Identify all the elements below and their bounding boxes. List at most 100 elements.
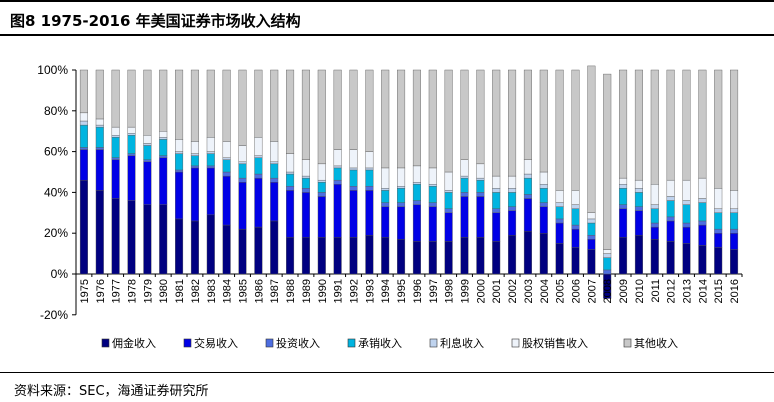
bar-segment [286, 171, 295, 175]
bar-segment [301, 237, 310, 275]
legend-swatch [183, 338, 192, 348]
bar-segment [650, 204, 659, 209]
bar-segment [476, 163, 485, 179]
x-tick-label: 1993 [364, 279, 376, 303]
bar-segment [444, 241, 453, 275]
x-tick-label: 2014 [697, 279, 709, 303]
bar-segment [428, 184, 437, 187]
bar-segment [175, 151, 184, 154]
x-tick-label: 1991 [333, 279, 345, 303]
bar-segment [714, 69, 723, 189]
bar-segment [222, 171, 231, 177]
bar-segment [95, 190, 104, 275]
bar-segment [698, 224, 707, 246]
bar-segment [381, 69, 390, 169]
bar-segment [159, 137, 168, 140]
bar-segment [571, 228, 580, 248]
y-tick-label: 100% [37, 63, 68, 77]
bar-segment [381, 202, 390, 207]
legend-label: 交易收入 [194, 336, 238, 350]
bar-segment [539, 188, 548, 203]
bar-segment [143, 135, 152, 144]
bar-segment [412, 181, 421, 185]
bar-segment [301, 177, 310, 189]
bar-segment [111, 126, 120, 136]
bar-segment [539, 171, 548, 185]
bar-segment [317, 69, 326, 165]
bar-segment [270, 141, 279, 163]
x-tick-label: 1976 [95, 279, 107, 303]
x-tick-label: 1986 [253, 279, 265, 303]
legend-swatch [265, 338, 274, 348]
bar-segment [317, 192, 326, 197]
y-tick-label: 80% [44, 104, 68, 118]
bar-segment [428, 167, 437, 185]
figure-title: 图8 1975-2016 年美国证券市场收入结构 [10, 12, 301, 30]
x-tick-label: 1987 [269, 279, 281, 303]
x-tick-label: 1981 [174, 279, 186, 303]
bar-segment [333, 69, 342, 150]
bar-segment [714, 232, 723, 248]
source-note: 资料来源：SEC，海通证券研究所 [14, 384, 209, 399]
bar-segment [206, 137, 215, 152]
bar-segment [476, 237, 485, 275]
bar-segment [190, 167, 199, 222]
legend-swatch [347, 338, 356, 348]
bar-segment [238, 161, 247, 165]
bar-segment [365, 69, 374, 152]
bar-segment [365, 167, 374, 171]
bar-segment [571, 208, 580, 226]
x-tick-label: 1992 [349, 279, 361, 303]
bar-segment [397, 188, 406, 203]
bar-segment [460, 69, 469, 160]
bar-segment [587, 239, 596, 250]
bar-segment [206, 214, 215, 275]
bar-segment [349, 149, 358, 169]
bar-segment [190, 141, 199, 154]
x-tick-label: 1977 [111, 279, 123, 303]
bar-segment [397, 206, 406, 240]
bar-segment [476, 179, 485, 193]
bar-segment [555, 190, 564, 203]
bar-segment [127, 69, 136, 128]
bar-segment [127, 133, 136, 136]
bar-segment [698, 198, 707, 203]
bar-segment [238, 181, 247, 230]
bar-segment [508, 188, 517, 193]
bar-segment [508, 235, 517, 275]
bar-segment [79, 124, 88, 148]
bar-segment [571, 69, 580, 191]
x-tick-label: 2015 [713, 279, 725, 303]
bar-segment [492, 241, 501, 275]
y-tick-label: 20% [44, 226, 68, 240]
x-tick-label: 1982 [190, 279, 202, 303]
bar-segment [492, 69, 501, 177]
bar-segment [206, 151, 215, 154]
bar-segment [79, 112, 88, 122]
bar-segment [95, 126, 104, 148]
legend-swatch [623, 338, 632, 348]
bar-segment [143, 159, 152, 163]
legend-swatch [511, 338, 520, 348]
bar-segment [666, 69, 675, 181]
x-tick-label: 1995 [396, 279, 408, 303]
bar-segment [619, 184, 628, 189]
bar-segment [587, 249, 596, 275]
source-bar: 资料来源：SEC，海通证券研究所 [0, 372, 774, 402]
bar-segment [587, 212, 596, 220]
bar-segment [412, 241, 421, 275]
bar-segment [508, 192, 517, 207]
bar-segment [143, 69, 152, 136]
bar-segment [634, 69, 643, 181]
x-tick-label: 1996 [412, 279, 424, 303]
bar-segment [555, 69, 564, 191]
bar-segment [730, 212, 739, 230]
bar-segment [175, 139, 184, 152]
bar-segment [492, 212, 501, 242]
bar-segment [254, 177, 263, 228]
bar-segment [603, 257, 612, 271]
bar-segment [571, 190, 580, 205]
bar-segment [555, 222, 564, 244]
bar-segment [682, 243, 691, 275]
bar-segment [508, 69, 517, 177]
